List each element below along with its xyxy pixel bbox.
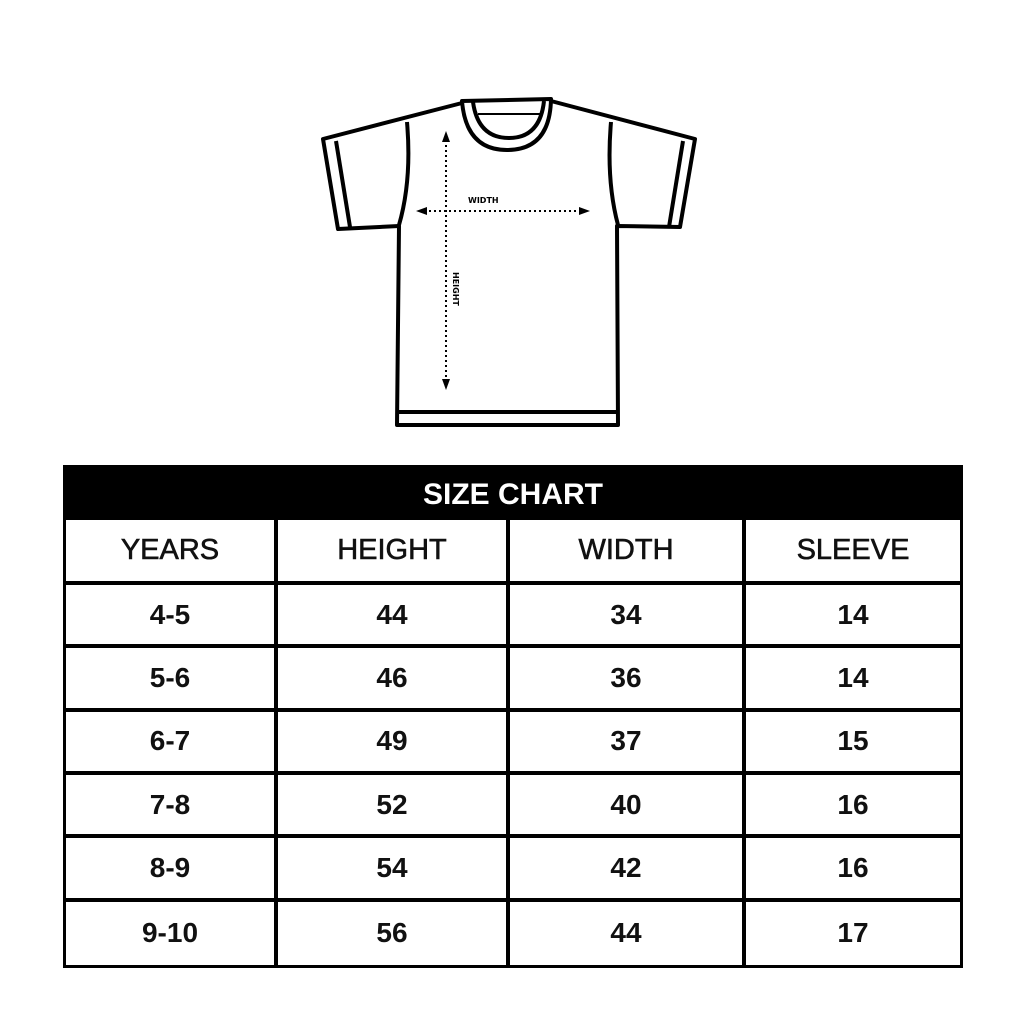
size-chart-table: SIZE CHART YEARS HEIGHT WIDTH SLEEVE 4-5 44 34… <box>63 465 963 968</box>
tshirt-outline <box>321 97 697 427</box>
table-cell-sleeve: 16 <box>746 838 960 902</box>
table-cell-years: 8-9 <box>66 838 278 902</box>
table-cell-width: 34 <box>510 585 746 649</box>
table-cell-height: 49 <box>278 711 510 775</box>
table-cell-height: 52 <box>278 774 510 839</box>
table-cell-years: 4-5 <box>66 585 278 649</box>
height-label: HEIGHT <box>451 272 460 306</box>
column-header-sleeve: SLEEVE <box>746 520 960 585</box>
table-cell-height: 54 <box>278 838 510 902</box>
table-cell-width: 37 <box>510 711 746 775</box>
table-cell-width: 42 <box>510 838 746 902</box>
table-grid: YEARS HEIGHT WIDTH SLEEVE 4-5 44 34 14 5-6 46 36 14… <box>66 520 960 965</box>
table-cell-sleeve: 15 <box>746 712 960 775</box>
width-arrow <box>416 207 590 215</box>
table-cell-years: 7-8 <box>66 774 278 839</box>
height-arrow <box>442 131 450 390</box>
table-cell-height: 56 <box>278 901 510 965</box>
table-cell-sleeve: 14 <box>746 585 960 649</box>
table-cell-width: 40 <box>510 774 746 839</box>
tshirt-diagram: WIDTH HEIGHT <box>321 97 697 427</box>
table-cell-years: 5-6 <box>66 648 278 712</box>
table-cell-sleeve: 16 <box>746 775 960 839</box>
column-header-years: YEARS <box>66 520 278 585</box>
table-cell-height: 46 <box>278 648 510 712</box>
table-cell-sleeve: 17 <box>837 917 869 949</box>
column-header-width: WIDTH <box>510 520 746 585</box>
width-label: WIDTH <box>468 196 499 205</box>
table-cell-height: 44 <box>278 585 510 649</box>
table-cell-sleeve: 14 <box>746 648 960 712</box>
table-cell-width: 36 <box>510 648 746 712</box>
table-cell-years: 9-10 <box>66 901 278 965</box>
table-title: SIZE CHART <box>66 468 960 520</box>
column-header-height: HEIGHT <box>278 520 510 585</box>
table-cell-years: 6-7 <box>66 711 278 775</box>
table-cell-width: 44 <box>510 901 746 965</box>
